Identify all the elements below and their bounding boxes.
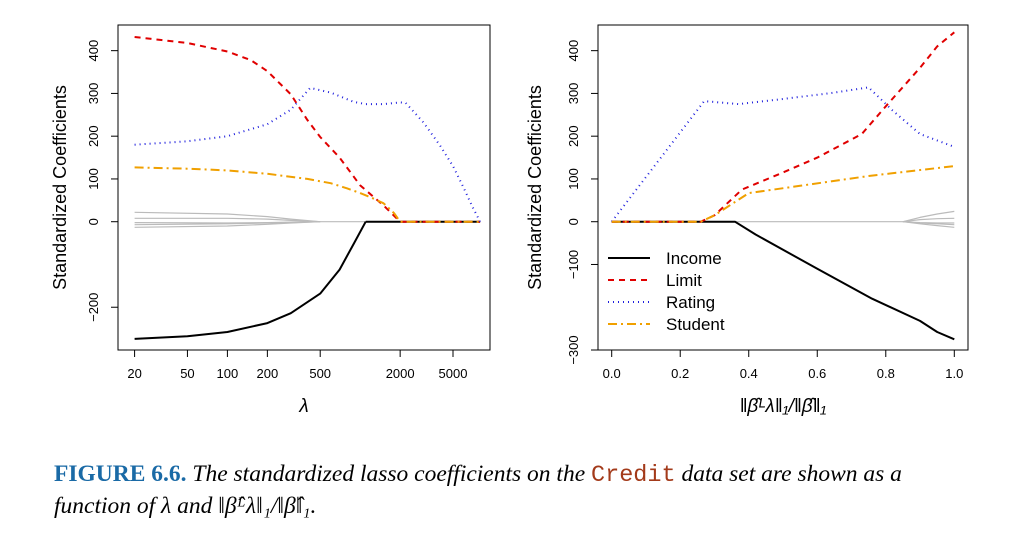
- x-tick-label: 0.0: [603, 366, 621, 381]
- x-tick-label: 0.8: [877, 366, 895, 381]
- series-line-limit: [611, 31, 955, 223]
- x-tick-label: 200: [257, 366, 279, 381]
- x-tick-label: 2000: [386, 366, 415, 381]
- y-tick-label: 0: [86, 218, 101, 225]
- plot-frame: [117, 24, 491, 351]
- series-line-rating: [610, 86, 955, 223]
- series-line-other: [902, 217, 955, 223]
- x-tick-label: 0.4: [740, 366, 758, 381]
- series-line-other: [902, 221, 955, 228]
- y-tick-label: 300: [86, 83, 101, 105]
- x-tick-label: 100: [217, 366, 239, 381]
- legend-label: Limit: [666, 271, 702, 290]
- y-tick-label: 200: [566, 125, 581, 147]
- series-line-other: [611, 210, 955, 223]
- y-axis-title: Standardized Coefficients: [525, 85, 545, 290]
- y-axis-title: Standardized Coefficients: [50, 85, 70, 290]
- x-tick-label: 0.2: [671, 366, 689, 381]
- legend-label: Income: [666, 249, 722, 268]
- y-tick-label: 400: [566, 40, 581, 62]
- caption-dataset-name: Credit: [591, 462, 676, 489]
- series-line-student: [611, 165, 955, 223]
- y-tick-label: −100: [566, 250, 581, 279]
- y-tick-label: 200: [86, 125, 101, 147]
- caption-label: FIGURE 6.6.: [54, 461, 187, 487]
- legend-label: Student: [666, 315, 725, 334]
- series-line-rating: [134, 86, 481, 223]
- caption-text-after: data set are shown as a function of λ an…: [54, 461, 902, 519]
- x-tick-label: 20: [127, 366, 141, 381]
- legend-label: Rating: [666, 293, 715, 312]
- x-tick-label: 50: [180, 366, 194, 381]
- series-line-other: [134, 221, 321, 228]
- y-tick-label: −300: [566, 335, 581, 364]
- x-tick-label: 1.0: [945, 366, 963, 381]
- x-axis-title: ‖β̂ᴸλ‖₁/‖β̂‖₁: [740, 396, 827, 417]
- y-tick-label: 100: [566, 168, 581, 190]
- series-line-other: [134, 217, 321, 223]
- chart-right-l1-ratio: −300 −100 0 100 200 300 400 0.0 0.2 0.4 0.6 0.8 1.0 S…: [525, 24, 969, 417]
- y-tick-label: 0: [566, 218, 581, 225]
- x-tick-label: 0.6: [808, 366, 826, 381]
- chart-left-lambda: −200 0 100 200 300 400 20 50 100 200 500 2000 5000 St…: [50, 24, 491, 417]
- series-line-income: [134, 221, 367, 340]
- x-tick-label: 500: [309, 366, 331, 381]
- plot-frame: [597, 24, 969, 351]
- series-line-other: [134, 211, 321, 223]
- y-tick-label: 300: [566, 83, 581, 105]
- x-axis-title: λ: [298, 396, 308, 417]
- series-line-student: [134, 166, 481, 223]
- x-tick-label: 5000: [439, 366, 468, 381]
- caption-text-before: The standardized lasso coefficients on t…: [186, 461, 591, 487]
- y-tick-label: 400: [86, 40, 101, 62]
- figure-caption: FIGURE 6.6. The standardized lasso coeff…: [54, 459, 984, 522]
- y-tick-label: −200: [86, 293, 101, 322]
- series-line-limit: [134, 36, 481, 223]
- y-tick-label: 100: [86, 168, 101, 190]
- series-line-income: [611, 220, 955, 341]
